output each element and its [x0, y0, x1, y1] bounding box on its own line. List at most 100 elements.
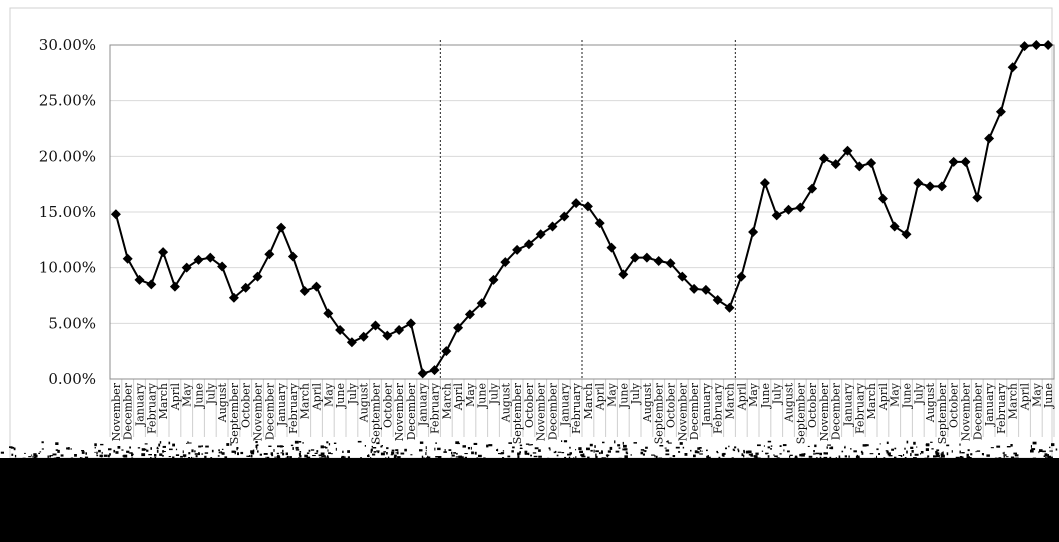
noise-speck — [236, 447, 239, 449]
noise-speck — [578, 447, 582, 451]
data-point — [240, 282, 251, 293]
noise-speck — [103, 454, 108, 457]
noise-speck — [371, 448, 373, 451]
noise-speck — [789, 455, 791, 458]
noise-speck — [96, 454, 99, 457]
x-tick-label: November — [110, 382, 123, 441]
noise-speck — [230, 443, 232, 446]
x-tick-label: June — [334, 383, 347, 409]
noise-speck — [308, 449, 311, 452]
noise-speck — [981, 453, 984, 456]
noise-speck — [304, 454, 308, 458]
data-point — [252, 271, 263, 282]
noise-speck — [835, 457, 837, 459]
noise-speck — [39, 451, 42, 453]
x-tick-label: February — [429, 382, 442, 434]
x-tick-label: May — [181, 382, 194, 407]
noise-speck — [234, 452, 236, 455]
noise-speck — [195, 455, 198, 458]
noise-speck — [201, 445, 203, 448]
noise-speck — [732, 448, 735, 451]
noise-speck — [942, 451, 944, 454]
noise-speck — [443, 451, 447, 453]
noise-speck — [757, 444, 761, 447]
data-point — [995, 106, 1006, 117]
data-point — [771, 210, 782, 221]
data-point — [724, 302, 735, 313]
data-point — [960, 156, 971, 167]
noise-speck — [1043, 455, 1045, 457]
noise-speck — [694, 450, 698, 454]
noise-speck — [858, 455, 860, 458]
data-point — [429, 365, 440, 376]
data-point — [889, 221, 900, 232]
noise-speck — [66, 447, 68, 450]
x-tick-label: October — [806, 382, 819, 428]
noise-speck — [14, 454, 17, 458]
noise-speck — [141, 448, 146, 451]
noise-speck — [377, 451, 380, 454]
noise-speck — [595, 450, 599, 453]
x-tick-label: October — [948, 382, 961, 428]
noise-speck — [737, 448, 739, 451]
scan-noise-band — [0, 440, 1058, 460]
data-point — [842, 145, 853, 156]
noise-speck — [767, 446, 771, 449]
noise-speck — [1003, 454, 1007, 456]
noise-speck — [1030, 449, 1034, 453]
data-point — [854, 161, 865, 172]
noise-speck — [128, 452, 131, 454]
noise-speck — [969, 457, 972, 459]
noise-speck — [763, 445, 765, 447]
noise-speck — [360, 457, 362, 459]
noise-speck — [549, 448, 551, 451]
data-point — [193, 254, 204, 265]
noise-speck — [815, 452, 820, 455]
noise-speck — [595, 453, 597, 457]
noise-speck — [131, 454, 133, 457]
noise-speck — [1045, 456, 1047, 460]
y-tick-label: 30.00% — [39, 36, 96, 54]
noise-speck — [488, 444, 493, 447]
noise-speck — [11, 453, 14, 456]
data-point — [606, 242, 617, 253]
noise-speck — [60, 454, 64, 457]
noise-speck — [906, 440, 909, 444]
noise-speck — [370, 450, 372, 454]
noise-speck — [285, 452, 288, 456]
noise-speck — [393, 456, 397, 458]
noise-speck — [425, 446, 427, 450]
y-axis-tick-labels: 0.00% 5.00% 10.00% 15.00% 20.00% 25.00% 30.00% — [39, 36, 96, 388]
noise-speck — [746, 450, 750, 454]
noise-speck — [314, 452, 318, 454]
noise-speck — [749, 453, 752, 456]
data-point — [936, 181, 947, 192]
noise-speck — [159, 441, 162, 444]
noise-speck — [773, 454, 775, 456]
noise-speck — [273, 449, 275, 452]
noise-speck — [376, 450, 380, 452]
noise-speck — [156, 449, 159, 453]
noise-speck — [306, 452, 310, 454]
noise-speck — [218, 449, 220, 451]
noise-speck — [707, 456, 711, 459]
noise-speck — [400, 452, 405, 455]
data-point — [748, 227, 759, 238]
noise-speck — [751, 453, 753, 456]
noise-speck — [373, 451, 377, 453]
noise-speck — [175, 448, 178, 451]
noise-speck — [622, 448, 626, 451]
noise-speck — [808, 455, 813, 458]
noise-speck — [381, 445, 383, 447]
data-point — [689, 283, 700, 294]
noise-speck — [425, 452, 427, 456]
noise-speck — [326, 441, 329, 444]
noise-speck — [827, 444, 831, 446]
noise-speck — [555, 450, 557, 453]
noise-speck — [268, 445, 272, 447]
noise-speck — [553, 451, 556, 454]
noise-speck — [799, 453, 803, 457]
y-tick-label: 5.00% — [48, 314, 96, 332]
noise-speck — [568, 456, 571, 459]
noise-speck — [357, 440, 362, 443]
